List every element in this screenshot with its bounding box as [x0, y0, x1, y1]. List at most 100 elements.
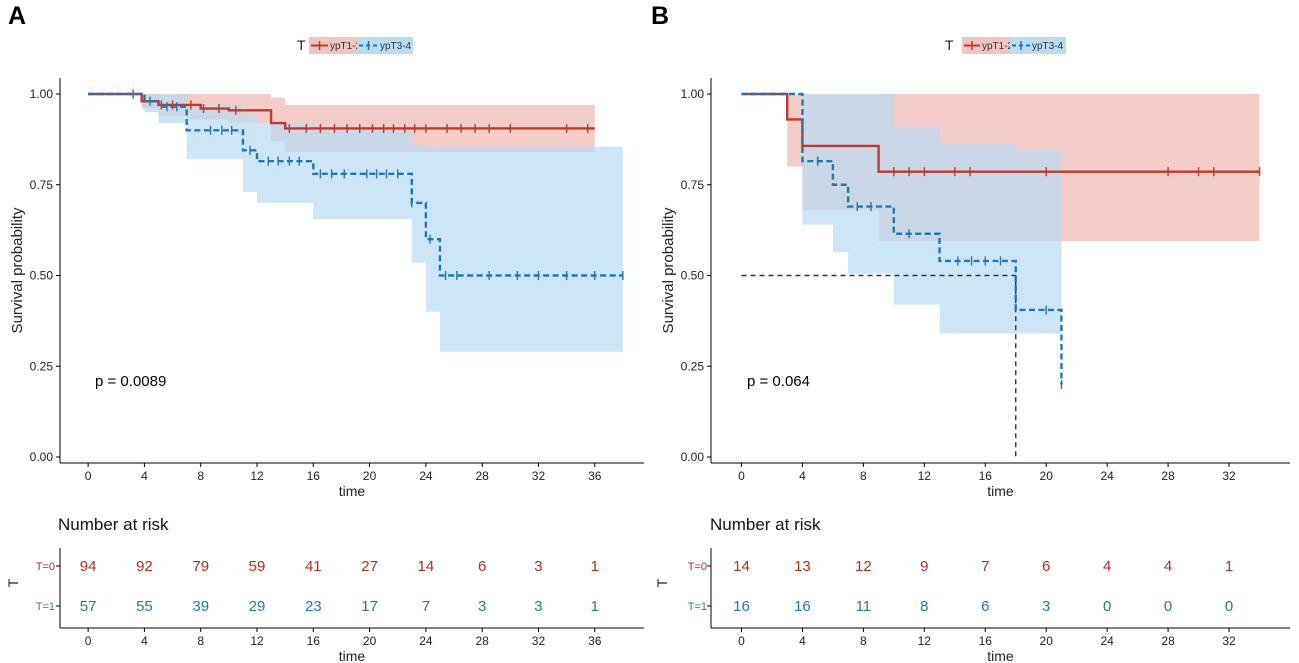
x-tick-label: 8 [860, 469, 867, 483]
risk-x-tick-label: 12 [250, 634, 264, 648]
ci-band-ypT3-4 [741, 94, 1062, 387]
risk-count: 41 [305, 558, 322, 575]
risk-count: 1 [591, 598, 599, 615]
risk-row-label-t1: T=1 [36, 601, 55, 613]
risk-count: 23 [305, 598, 322, 615]
survival-curve-ypT3-4 [741, 92, 1063, 385]
risk-x-tick-label: 16 [979, 634, 993, 648]
risk-count: 59 [249, 558, 266, 575]
risk-x-tick-label: 12 [918, 634, 932, 648]
x-tick-label: 16 [979, 469, 993, 483]
risk-x-tick-label: 4 [141, 634, 148, 648]
x-tick-label: 8 [197, 469, 204, 483]
panel-a: A T ypT1-2 ypT3-4 0.00 0.25 0.50 0.75 1.00 0 4… [5, 2, 644, 663]
legend-key-band-1 [1010, 37, 1066, 54]
risk-count: 57 [80, 598, 97, 615]
panel-b: B T ypT1-2 ypT3-4 0.00 0.25 0.50 0.75 1.00 0 4… [651, 2, 1290, 663]
risk-x-tick-label: 16 [307, 634, 321, 648]
risk-x-axis-label: time [987, 648, 1014, 663]
y-tick-label: 1.00 [30, 87, 54, 101]
risk-x-tick-label: 0 [85, 634, 92, 648]
y-tick-label: 0.50 [30, 269, 54, 283]
y-tick-label: 0.25 [681, 359, 705, 373]
risk-count: 4 [1164, 558, 1172, 575]
risk-row-label-t1: T=1 [688, 601, 707, 613]
legend: T ypT1-2 ypT3-4 [297, 37, 413, 54]
risk-x-tick-label: 36 [588, 634, 602, 648]
risk-count: 17 [361, 598, 378, 615]
risk-count: 0 [1225, 598, 1233, 615]
y-tick-label: 1.00 [681, 87, 705, 101]
risk-x-tick-label: 20 [1040, 634, 1054, 648]
risk-x-tick-label: 24 [1100, 634, 1114, 648]
y-tick-label: 0.75 [30, 178, 54, 192]
legend-title: T [297, 37, 306, 53]
risk-count: 14 [418, 558, 435, 575]
risk-x-tick-label: 8 [860, 634, 867, 648]
risk-x-tick-label: 4 [799, 634, 806, 648]
y-tick-label: 0.50 [681, 269, 705, 283]
risk-count: 6 [981, 598, 989, 615]
x-tick-label: 32 [1222, 469, 1236, 483]
legend-label-0: ypT1-2 [982, 41, 1014, 52]
panel-letter: B [651, 2, 669, 30]
risk-table: 0 4 8 12 16 20 24 28 32 36 time 94 92 79 59 41 27 14 6 3 1 57… [56, 548, 644, 663]
p-value: p = 0.064 [747, 373, 810, 390]
risk-x-tick-label: 20 [363, 634, 377, 648]
risk-x-tick-label: 0 [738, 634, 745, 648]
risk-count: 8 [920, 598, 928, 615]
risk-count: 6 [478, 558, 486, 575]
risk-table-ylabel: T [654, 578, 670, 587]
x-tick-label: 36 [588, 469, 602, 483]
survival-curve-ypT1-2 [88, 92, 595, 130]
risk-count: 92 [136, 558, 153, 575]
risk-table-title: Number at risk [710, 515, 821, 534]
km-plot: 0.00 0.25 0.50 0.75 1.00 0 4 8 12 16 20 24 28 32 36 tim… [9, 78, 644, 499]
risk-count: 16 [794, 598, 811, 615]
y-tick-label: 0.75 [681, 178, 705, 192]
x-axis-label: time [339, 483, 366, 499]
risk-x-axis-label: time [339, 648, 366, 663]
x-tick-label: 4 [799, 469, 806, 483]
legend-key-band-0 [962, 37, 1010, 54]
risk-x-tick-label: 28 [1161, 634, 1175, 648]
risk-count: 94 [80, 558, 97, 575]
risk-count: 3 [478, 598, 486, 615]
ci-band-ypT3-4 [88, 94, 623, 352]
legend-label-1: ypT3-4 [1032, 41, 1064, 52]
y-tick-label: 0.00 [681, 450, 705, 464]
risk-count: 0 [1164, 598, 1172, 615]
x-tick-label: 16 [307, 469, 321, 483]
median-survival-line [741, 274, 1017, 457]
risk-count: 1 [1225, 558, 1233, 575]
y-tick-label: 0.00 [30, 450, 54, 464]
x-tick-label: 4 [141, 469, 148, 483]
risk-x-tick-label: 32 [1222, 634, 1236, 648]
risk-count: 7 [981, 558, 989, 575]
risk-count: 3 [534, 558, 542, 575]
y-tick-label: 0.25 [30, 359, 54, 373]
legend-key-band-0 [309, 37, 357, 54]
legend-label-0: ypT1-2 [330, 41, 362, 52]
risk-table: 0 4 8 12 16 20 24 28 32 time 14 13 12 9 7 6 4 4 1 16 16 11 8 6 3… [707, 548, 1290, 663]
y-axis-label: Survival probability [9, 207, 26, 333]
survival-curve-ypT3-4 [88, 92, 623, 277]
risk-count: 14 [733, 558, 750, 575]
risk-count: 79 [192, 558, 209, 575]
risk-count: 6 [1042, 558, 1050, 575]
x-tick-label: 12 [918, 469, 932, 483]
risk-count: 3 [534, 598, 542, 615]
risk-count: 0 [1103, 598, 1111, 615]
km-plot: 0.00 0.25 0.50 0.75 1.00 0 4 8 12 16 20 24 28 32 time S… [660, 78, 1290, 499]
p-value: p = 0.0089 [95, 373, 166, 390]
legend-label-1: ypT3-4 [380, 41, 412, 52]
legend-key-band-1 [357, 37, 413, 54]
risk-table-title: Number at risk [58, 515, 169, 534]
x-tick-label: 28 [1161, 469, 1175, 483]
x-tick-label: 32 [532, 469, 546, 483]
y-axis-label: Survival probability [660, 207, 677, 333]
risk-count: 29 [249, 598, 266, 615]
risk-count: 1 [591, 558, 599, 575]
x-tick-label: 24 [1100, 469, 1114, 483]
